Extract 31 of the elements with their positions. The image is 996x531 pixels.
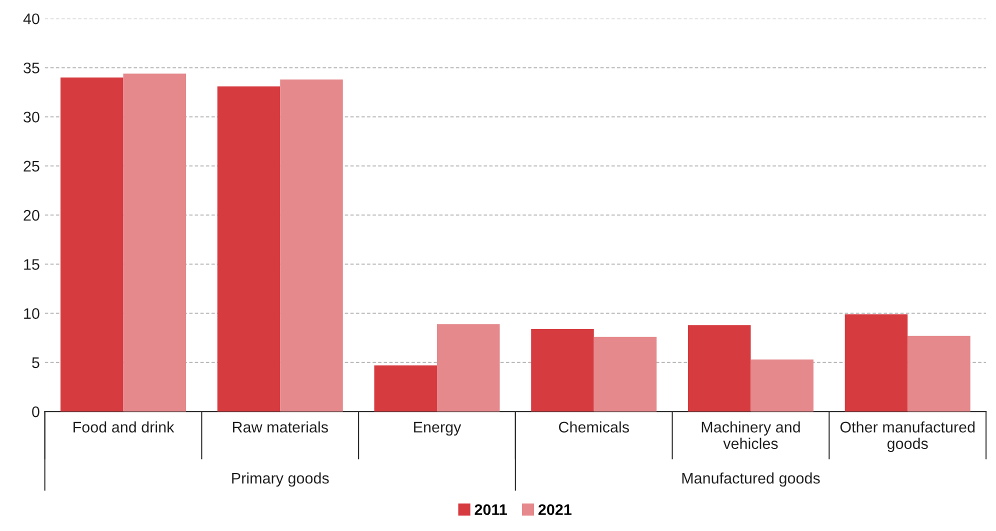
- bar: [123, 74, 186, 412]
- x-tick-label: Food and drink: [74, 421, 174, 433]
- bar: [436, 324, 500, 412]
- text: Manufactured goods: [682, 472, 820, 487]
- bar: [750, 359, 814, 412]
- bar: [688, 325, 751, 412]
- y-tick-label: 25: [24, 160, 40, 172]
- bar: [594, 336, 657, 412]
- y-tick-label: 10: [24, 308, 40, 319]
- y-tick-label: 20: [24, 210, 40, 221]
- x-tick-label: Other manufactured goods: [840, 421, 975, 452]
- x-tick-label: Energy: [414, 422, 462, 436]
- y-tick-label: 15: [24, 259, 40, 270]
- bar: [217, 86, 280, 412]
- x-tick-label: Raw materials: [232, 421, 328, 433]
- legend-label: 2011: [474, 504, 507, 516]
- bar: [908, 336, 970, 412]
- text: Primary goods: [232, 472, 329, 487]
- y-tick-label: 30: [24, 112, 40, 123]
- bar: [60, 78, 124, 412]
- y-tick-label: 35: [24, 62, 40, 74]
- bar: [280, 79, 343, 412]
- bar: [374, 365, 437, 412]
- y-tick-label: 40: [23, 13, 40, 24]
- bar: [531, 329, 594, 412]
- x-tick-label: Chemicals: [558, 421, 629, 433]
- x-tick-label: Machinery and vehicles: [702, 421, 800, 450]
- y-tick-label: 0: [32, 406, 40, 418]
- bar: [844, 314, 908, 412]
- y-tick-label: 5: [32, 357, 40, 368]
- legend-label: 2021: [538, 504, 572, 516]
